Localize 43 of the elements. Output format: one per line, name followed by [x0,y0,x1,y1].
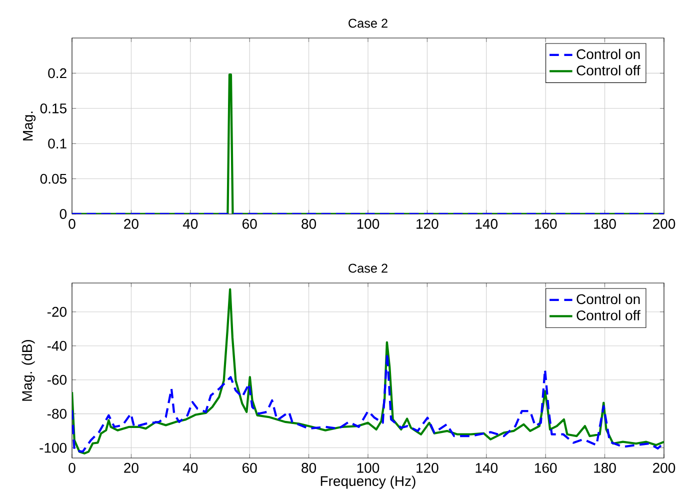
line-series [72,352,664,453]
x-tick-label: 100 [357,218,380,229]
y-axis-title: Mag. [23,112,36,140]
line-series [72,288,664,454]
legend-label: Control off [576,65,640,76]
y-tick-label: -100 [40,442,67,453]
y-tick-label: -60 [47,374,67,385]
x-tick-label: 200 [653,462,676,473]
x-tick-label: 160 [534,462,557,473]
y-axis-title: Mag. (dB) [22,340,35,401]
x-tick-label: 20 [124,462,138,473]
x-tick-label: 0 [68,462,76,473]
y-tick-label: 0.1 [48,138,66,149]
chart-title: Case 2 [348,264,388,273]
x-tick-label: 160 [534,218,557,229]
x-tick-label: 20 [124,218,138,229]
x-tick-label: 80 [302,462,316,473]
x-tick-label: 60 [242,218,257,229]
x-tick-label: 200 [653,218,676,229]
y-tick-label: 0.05 [40,174,66,184]
y-tick-label: 0 [60,209,67,219]
y-tick-label: 0.15 [40,103,66,114]
y-tick-label: 0.2 [48,68,66,78]
y-tick-label: -20 [47,306,67,317]
chart-title: Case 2 [348,18,388,28]
legend-label: Control on [576,294,640,304]
x-tick-label: 100 [357,462,380,473]
x-tick-label: 80 [302,218,316,229]
x-tick-label: 40 [182,462,198,473]
x-tick-label: 140 [476,218,498,229]
y-tick-label: -40 [47,340,67,351]
x-tick-label: 0 [68,218,76,229]
x-tick-label: 120 [416,218,438,229]
y-tick-label: -80 [47,408,67,419]
legend-label: Control off [576,310,640,320]
x-tick-label: 40 [182,218,198,229]
x-tick-label: 180 [594,218,616,229]
x-axis-title: Frequency (Hz) [320,476,416,489]
x-tick-label: 140 [476,462,498,473]
x-tick-label: 180 [594,462,616,473]
legend-label: Control on [576,48,640,60]
x-tick-label: 120 [416,462,438,473]
x-tick-label: 60 [242,462,257,473]
